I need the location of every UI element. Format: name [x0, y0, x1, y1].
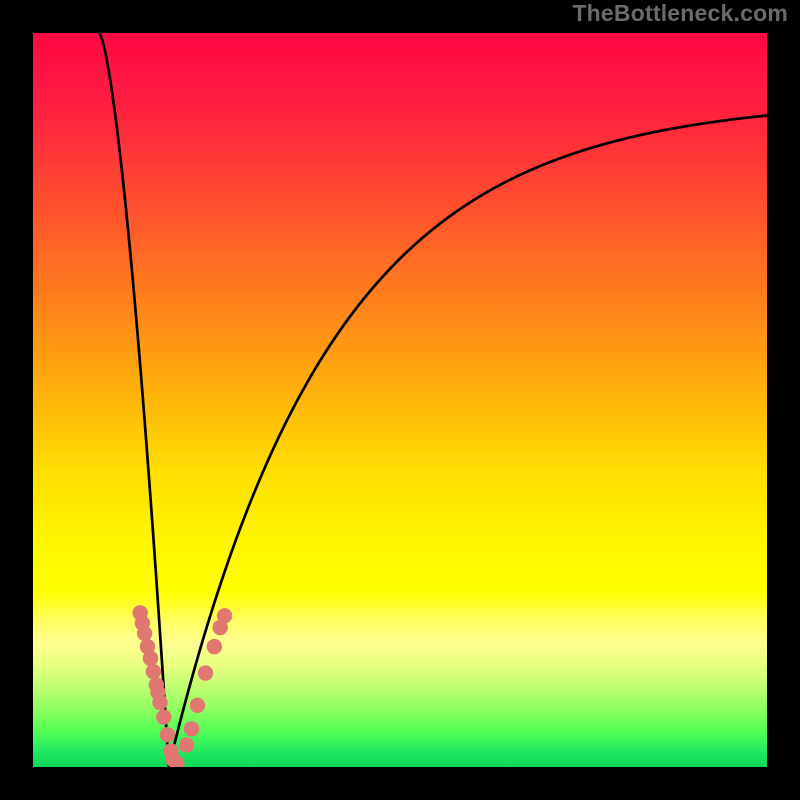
data-marker	[207, 639, 221, 653]
data-marker	[179, 738, 193, 752]
data-marker	[146, 664, 160, 678]
watermark-text: TheBottleneck.com	[572, 0, 788, 27]
data-marker	[143, 651, 157, 665]
data-marker	[184, 722, 198, 736]
data-marker	[153, 695, 167, 709]
data-marker	[156, 710, 170, 724]
data-marker	[137, 626, 151, 640]
chart-svg	[0, 0, 800, 800]
data-marker	[160, 728, 174, 742]
chart-container: TheBottleneck.com	[0, 0, 800, 800]
data-marker	[198, 666, 212, 680]
data-marker	[217, 609, 231, 623]
data-marker	[190, 698, 204, 712]
